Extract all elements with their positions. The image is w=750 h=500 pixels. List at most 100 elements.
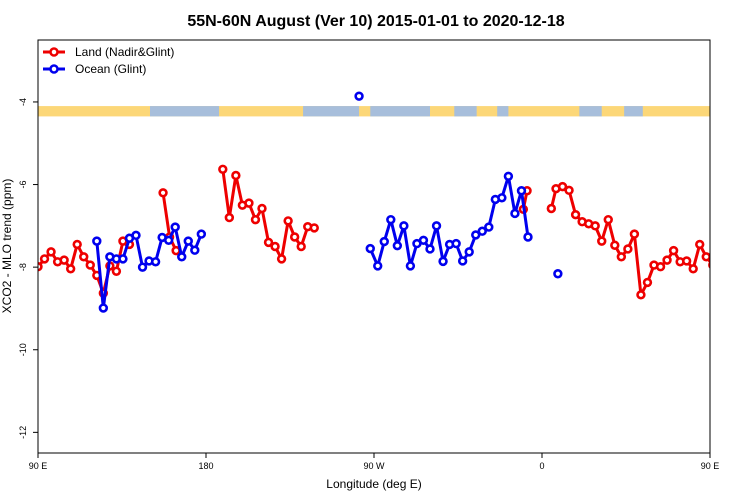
series-land-point — [681, 256, 692, 266]
series-ocean-point — [451, 238, 461, 249]
series-land-point — [590, 221, 600, 231]
ocean-band-segment — [303, 106, 360, 117]
series-land-point — [111, 266, 122, 276]
series-ocean-point — [365, 243, 375, 254]
x-axis: 90 E 180 90 W 0 90 E — [29, 453, 719, 471]
series-land-point — [85, 260, 95, 270]
series-ocean-point — [150, 257, 161, 267]
series-ocean — [92, 91, 750, 313]
series-ocean-point — [405, 261, 416, 271]
legend: Land (Nadir&Glint) Ocean (Glint) — [43, 45, 174, 76]
ocean-band-segment — [150, 106, 220, 117]
x-tick-label: 180 — [198, 461, 213, 471]
series-ocean-point — [510, 208, 520, 219]
chart-title: 55N-60N August (Ver 10) 2015-01-01 to 20… — [187, 13, 564, 30]
y-tick-label: -8 — [18, 263, 28, 271]
series-land-point — [701, 252, 710, 262]
series-land-point — [597, 236, 607, 246]
ocean-band-segment — [714, 106, 750, 116]
series-land-line — [549, 185, 710, 297]
series-ocean-point — [553, 269, 563, 279]
series-ocean-point — [725, 253, 732, 260]
series-land-point — [270, 241, 280, 252]
series-land-point — [38, 262, 43, 272]
series-ocean-point — [503, 171, 514, 181]
series-ocean-point — [497, 193, 507, 203]
series-ocean-point — [170, 222, 180, 232]
series-land-point — [283, 216, 293, 226]
series-ocean-point — [399, 221, 409, 231]
series-ocean-point — [738, 255, 745, 262]
series-land-point — [570, 209, 581, 220]
series-land-point — [309, 223, 319, 233]
series-land-point — [39, 254, 50, 264]
series-ocean-point — [354, 91, 364, 101]
series-ocean-point — [379, 236, 389, 247]
series-ocean-point — [373, 261, 383, 271]
series-land-point — [289, 232, 300, 242]
ocean-band-segment — [624, 106, 643, 117]
series-land-point — [296, 241, 306, 252]
series-land-point — [662, 255, 672, 265]
series-land-point — [610, 240, 620, 250]
y-tick-label: -6 — [18, 181, 28, 189]
series-ocean-point — [392, 240, 403, 251]
x-tick-label: 90 W — [363, 461, 385, 471]
series-land-point — [72, 239, 82, 250]
series-ocean-point — [98, 303, 109, 313]
series-ocean-point — [477, 226, 487, 236]
y-tick-label: -10 — [18, 343, 28, 356]
series-ocean-point — [471, 230, 481, 240]
series-ocean-point — [438, 256, 448, 267]
series-ocean-point — [163, 235, 174, 246]
legend-land-label: Land (Nadir&Glint) — [75, 45, 174, 59]
series-ocean-point — [431, 221, 442, 231]
series-land-point — [716, 272, 723, 279]
y-tick-label: -12 — [18, 426, 28, 439]
series-ocean-point — [732, 255, 739, 262]
x-tick-label: 90 E — [29, 461, 48, 471]
series-land-point — [616, 252, 627, 262]
series-land-point — [655, 262, 666, 272]
series-land-point — [642, 277, 653, 288]
series-land-point — [218, 164, 228, 174]
series-land-point — [668, 245, 679, 256]
series-ocean-point — [484, 222, 494, 232]
y-axis-label: XCO2 - MLO trend (ppm) — [0, 179, 14, 314]
series-layer — [38, 91, 750, 313]
series-land-point — [722, 290, 729, 297]
series-land-point — [59, 255, 69, 265]
series-ocean-point — [177, 252, 187, 262]
series-land-point — [250, 214, 261, 225]
legend-ocean-label: Ocean (Glint) — [75, 62, 146, 76]
series-land-point — [736, 268, 743, 275]
series-land-point — [546, 203, 557, 214]
legend-ocean-marker — [49, 64, 59, 74]
series-land-point — [244, 198, 254, 208]
series-ocean-point — [523, 232, 533, 242]
ocean-band-segment — [497, 106, 509, 117]
x-tick-label: 0 — [539, 461, 544, 471]
series-ocean-line — [716, 235, 750, 308]
ocean-band-segment — [454, 106, 477, 117]
series-ocean-point — [745, 235, 750, 242]
series-land-point — [65, 264, 76, 274]
series-ocean-point — [425, 244, 435, 254]
series-land-point — [257, 203, 267, 214]
series-ocean-point — [418, 235, 429, 246]
ocean-band-segment — [370, 106, 430, 117]
series-ocean-point — [118, 254, 128, 264]
series-land-point — [623, 244, 633, 254]
series-land-point — [263, 237, 274, 248]
series-land-point — [688, 264, 698, 274]
series-ocean-point — [719, 305, 726, 312]
legend-land-marker — [49, 47, 59, 57]
series-ocean-point — [386, 214, 396, 225]
series-land — [38, 164, 743, 300]
series-land-point — [224, 212, 235, 223]
series-land-point — [276, 254, 287, 264]
land-ocean-band — [38, 106, 750, 117]
series-land-point — [729, 263, 736, 270]
series-ocean-point — [183, 236, 193, 246]
